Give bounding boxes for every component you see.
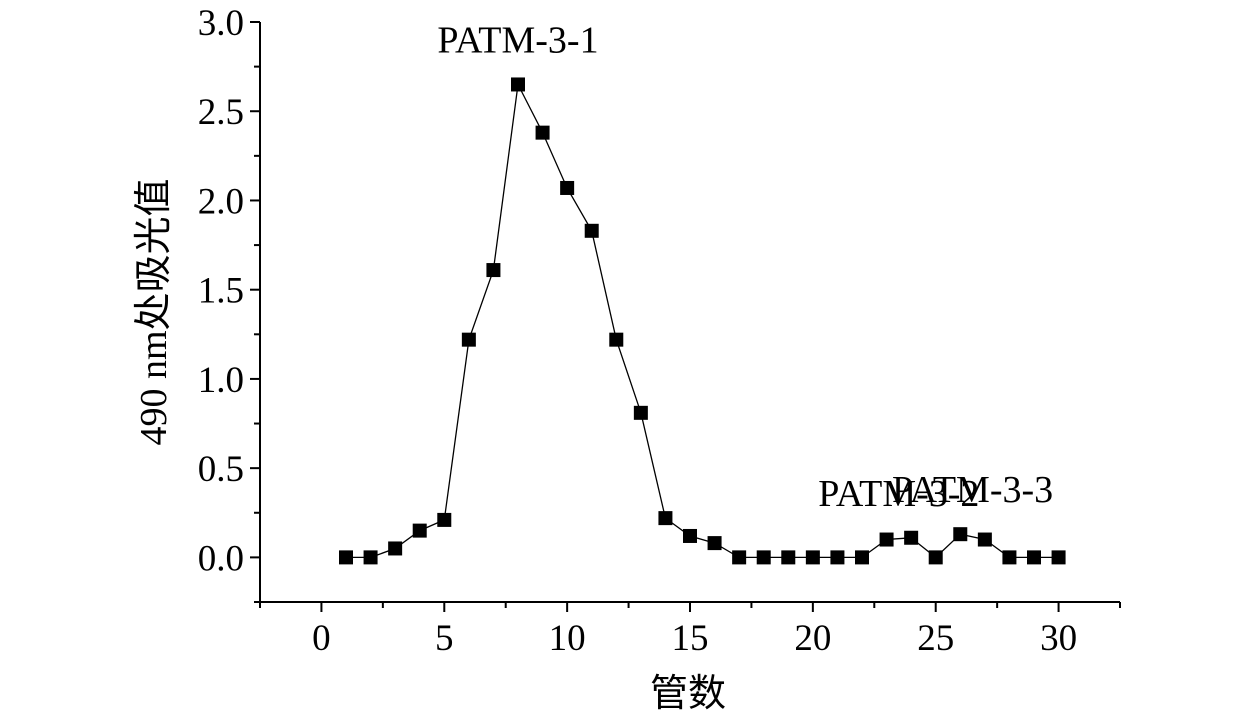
data-point: [1051, 550, 1066, 565]
data-point: [1002, 550, 1017, 565]
y-tick-label: 0.0: [198, 538, 244, 579]
data-point: [560, 180, 575, 195]
x-tick-label: 25: [917, 618, 954, 659]
x-tick-label: 5: [435, 618, 454, 659]
y-tick-label: 3.0: [198, 3, 244, 44]
data-points: [339, 77, 1066, 565]
x-tick-label: 20: [794, 618, 831, 659]
data-point: [511, 77, 525, 92]
data-point: [609, 332, 624, 347]
peak-annotation: PATM-3-2: [818, 473, 979, 515]
x-axis-ticks: 0 5 10 15 20 25 30: [259, 602, 1121, 659]
data-point: [535, 125, 550, 140]
data-point: [732, 550, 747, 565]
y-tick-label: 0.5: [198, 449, 244, 490]
y-axis-title: 490 nm处吸光值: [133, 178, 175, 445]
x-tick-label: 10: [549, 618, 586, 659]
data-point: [437, 512, 452, 527]
y-tick-label: 1.5: [198, 271, 244, 312]
data-point: [904, 530, 919, 545]
data-point: [363, 550, 378, 565]
data-point: [977, 532, 992, 547]
peak-annotation: PATM-3-1: [437, 19, 598, 61]
data-point: [855, 550, 869, 565]
data-point: [781, 550, 796, 565]
data-point: [683, 528, 697, 543]
y-tick-label: 2.5: [198, 92, 244, 133]
data-point: [461, 332, 476, 347]
y-axis-ticks: 0.0 0.5 1.0 1.5 2.0 2.5 3.0: [198, 3, 260, 603]
data-point: [486, 263, 501, 278]
data-point: [830, 550, 845, 565]
data-point: [805, 550, 820, 565]
data-point: [1027, 550, 1041, 565]
data-point: [707, 536, 722, 551]
data-point: [388, 541, 403, 556]
data-point: [339, 550, 353, 565]
data-point: [584, 223, 599, 238]
data-point: [412, 523, 427, 538]
y-tick-label: 2.0: [198, 181, 244, 222]
x-tick-label: 15: [672, 618, 709, 659]
peak-annotation: PATM-3-3: [892, 469, 1053, 511]
y-tick-label: 1.0: [198, 360, 244, 401]
x-axis-title: 管数: [650, 673, 726, 715]
x-tick-label: 30: [1040, 618, 1077, 659]
data-point: [633, 405, 648, 420]
data-point: [953, 527, 968, 542]
data-point: [879, 532, 894, 547]
data-point: [756, 550, 771, 565]
x-tick-label: 0: [312, 618, 331, 659]
data-point: [658, 511, 673, 526]
data-point: [928, 550, 943, 565]
